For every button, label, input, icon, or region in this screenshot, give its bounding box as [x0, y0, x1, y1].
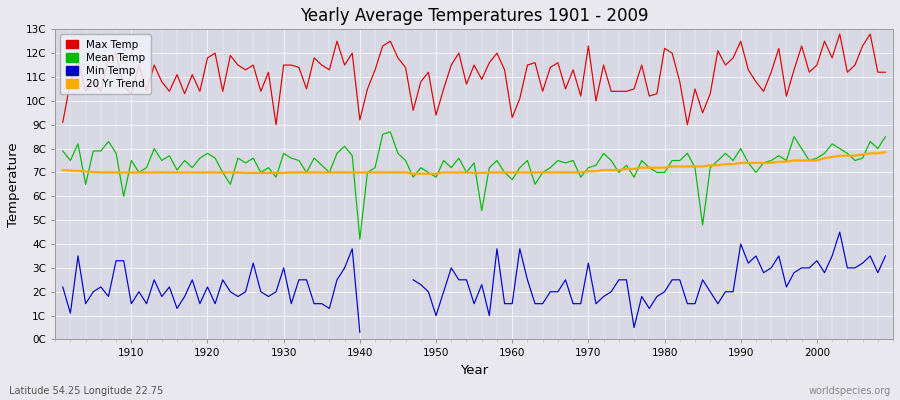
Text: Latitude 54.25 Longitude 22.75: Latitude 54.25 Longitude 22.75 [9, 386, 163, 396]
X-axis label: Year: Year [460, 364, 488, 377]
Y-axis label: Temperature: Temperature [7, 142, 20, 227]
Text: worldspecies.org: worldspecies.org [809, 386, 891, 396]
Legend: Max Temp, Mean Temp, Min Temp, 20 Yr Trend: Max Temp, Mean Temp, Min Temp, 20 Yr Tre… [60, 34, 150, 94]
Title: Yearly Average Temperatures 1901 - 2009: Yearly Average Temperatures 1901 - 2009 [300, 7, 648, 25]
